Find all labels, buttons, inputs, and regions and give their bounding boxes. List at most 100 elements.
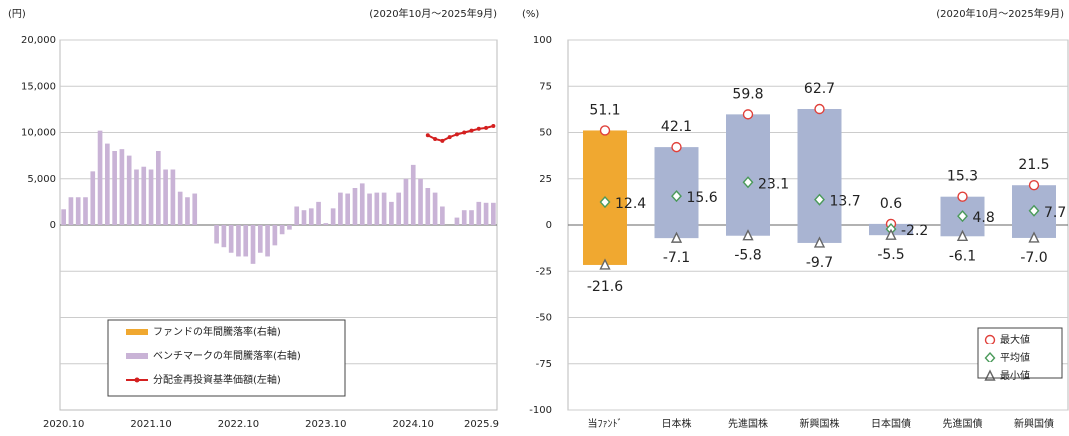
x-tick-label: 2022.10 bbox=[218, 419, 259, 430]
y-tick-label: 15,000 bbox=[21, 81, 56, 92]
data-label: 12.4 bbox=[615, 196, 646, 212]
bar bbox=[155, 151, 161, 225]
bar bbox=[316, 201, 321, 225]
bar bbox=[163, 169, 168, 225]
marker bbox=[814, 193, 825, 206]
bar bbox=[170, 169, 176, 225]
x-tick-label: 2021.10 bbox=[130, 419, 171, 430]
point bbox=[425, 133, 430, 138]
data-label: 0.6 bbox=[880, 196, 902, 212]
point bbox=[447, 135, 452, 140]
y-tick-label: -100 bbox=[529, 405, 552, 416]
legend-label: ベンチマークの年間騰落率(右軸) bbox=[153, 349, 301, 362]
bar bbox=[469, 210, 474, 225]
y-tick-label: 25 bbox=[539, 174, 552, 185]
data-label: -21.6 bbox=[587, 279, 623, 295]
y-tick-label: 75 bbox=[539, 81, 552, 92]
bar bbox=[381, 192, 387, 225]
marker bbox=[742, 109, 754, 120]
bar bbox=[243, 225, 249, 257]
data-label: -7.1 bbox=[663, 250, 690, 266]
period: (2020年10月～2025年9月) bbox=[369, 7, 497, 20]
legend-label: 分配金再投資基準価額(左軸) bbox=[153, 373, 281, 386]
y-tick-label: -25 bbox=[536, 266, 552, 277]
bar bbox=[483, 202, 489, 225]
point bbox=[462, 130, 467, 135]
data-label: 51.1 bbox=[589, 102, 620, 118]
y-tick-label: -75 bbox=[536, 359, 552, 370]
data-label: -7.0 bbox=[1020, 250, 1047, 266]
marker bbox=[599, 258, 611, 270]
bar bbox=[352, 188, 358, 225]
y-tick-label: 0 bbox=[50, 220, 56, 231]
point bbox=[469, 128, 474, 133]
data-label: 7.7 bbox=[1044, 205, 1066, 221]
bar bbox=[367, 193, 372, 225]
data-label: 4.8 bbox=[973, 210, 995, 226]
bar bbox=[396, 192, 402, 225]
bar bbox=[476, 201, 482, 225]
data-label: -5.5 bbox=[877, 247, 904, 263]
bar bbox=[308, 208, 314, 225]
bar bbox=[330, 208, 336, 225]
y-tick-label: 10,000 bbox=[21, 128, 56, 139]
x-tick-label: 新興国株 bbox=[800, 417, 840, 430]
bar bbox=[75, 197, 81, 225]
bar bbox=[105, 143, 110, 225]
legend-frame bbox=[977, 327, 1063, 379]
bar bbox=[432, 192, 438, 225]
marker bbox=[957, 210, 968, 223]
marker bbox=[671, 141, 682, 153]
data-label: 59.8 bbox=[732, 86, 763, 102]
bar bbox=[389, 201, 394, 225]
bar bbox=[68, 197, 74, 225]
legend-label: 平均値 bbox=[1000, 351, 1030, 364]
data-label: -6.1 bbox=[949, 248, 976, 264]
bar bbox=[491, 202, 496, 225]
line bbox=[427, 125, 494, 142]
legend-box bbox=[978, 344, 1062, 362]
y-tick-label: -50 bbox=[536, 313, 552, 324]
marker bbox=[1028, 180, 1040, 191]
x-tick-label: 先進国債 bbox=[943, 417, 983, 430]
bar bbox=[272, 225, 278, 246]
range-bar bbox=[797, 109, 842, 243]
bar bbox=[141, 166, 147, 225]
bar bbox=[148, 169, 154, 225]
data-label: 15.6 bbox=[687, 190, 718, 206]
bar bbox=[134, 169, 139, 225]
y-tick-label: 5,000 bbox=[27, 174, 56, 185]
x-tick-label: 日本株 bbox=[662, 417, 692, 430]
range-bar bbox=[726, 114, 770, 236]
data-label: -5.8 bbox=[734, 248, 761, 264]
legend-label: ファンドの年間騰落率(右軸) bbox=[153, 325, 281, 338]
data-label: 62.7 bbox=[804, 81, 835, 97]
point bbox=[484, 125, 489, 130]
bar bbox=[461, 210, 467, 225]
marker bbox=[599, 125, 611, 136]
bar bbox=[294, 206, 300, 225]
bar bbox=[177, 191, 183, 225]
data-label: 15.3 bbox=[947, 169, 978, 185]
x-tick-label: 先進国株 bbox=[728, 417, 768, 430]
bar bbox=[403, 178, 409, 225]
bar bbox=[185, 197, 190, 225]
bar bbox=[90, 171, 96, 225]
data-label: 13.7 bbox=[830, 194, 861, 210]
bar bbox=[359, 183, 365, 225]
point bbox=[433, 136, 438, 141]
marker bbox=[813, 236, 826, 248]
x-tick-label: 新興国債 bbox=[1014, 417, 1054, 430]
data-label: -2.2 bbox=[901, 223, 928, 239]
legend-label: 最小値 bbox=[1000, 369, 1030, 382]
legend-marker bbox=[984, 334, 996, 346]
marker bbox=[956, 229, 969, 241]
bar bbox=[279, 225, 285, 235]
bar bbox=[301, 210, 307, 225]
bar bbox=[250, 225, 256, 264]
bar bbox=[221, 225, 227, 248]
point bbox=[476, 126, 481, 131]
data-label: 23.1 bbox=[758, 176, 789, 192]
bar bbox=[265, 225, 270, 257]
